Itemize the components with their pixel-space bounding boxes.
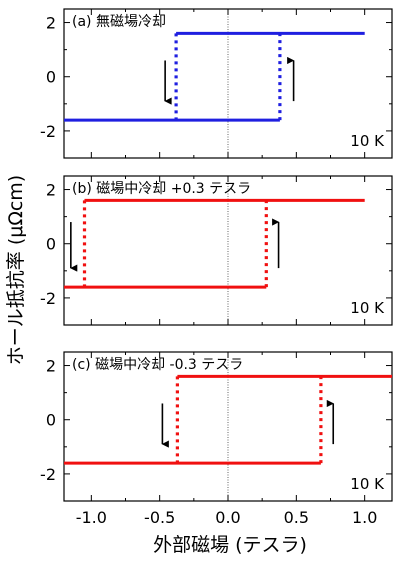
y-axis-title: ホール抵抗率 (μΩcm)	[5, 175, 27, 365]
plot-frame	[63, 175, 393, 326]
x-axis-title: 外部磁場 (テスラ)	[153, 534, 307, 556]
x-tick-label: -1.0	[76, 508, 107, 527]
panel-label: (a) 無磁場冷却	[72, 14, 166, 30]
x-tick-label: 1.0	[352, 508, 377, 527]
panel-1: -2 0 2 (a) 無磁場冷却 10 K	[40, 8, 393, 159]
temperature-label: 10 K	[350, 475, 385, 493]
panel-3: -2 0 2 -1.0 -0.5 0.0 0.5 1.0 (c) 磁場中冷却 -0.3 テスラ 1…	[40, 351, 393, 527]
x-tick-label: -0.5	[144, 508, 175, 527]
y-tick-label: 0	[46, 411, 56, 430]
plot-frame	[63, 8, 393, 159]
y-tick-label: 2	[46, 357, 56, 376]
panels-group: -2 0 2 (a) 無磁場冷却 10 K -2 0 2 (b) 磁場中冷却 +0.3 テスラ 1…	[40, 8, 393, 527]
y-tick-label: 0	[46, 235, 56, 254]
temperature-label: 10 K	[350, 132, 385, 150]
plot-frame	[63, 351, 393, 502]
panel-label: (b) 磁場中冷却 +0.3 テスラ	[72, 181, 251, 197]
y-tick-label: 2	[46, 181, 56, 200]
y-tick-label: 2	[46, 14, 56, 33]
y-tick-label: -2	[40, 465, 56, 484]
y-tick-label: -2	[40, 122, 56, 141]
x-tick-label: 0.5	[284, 508, 309, 527]
x-tick-label: 0.0	[215, 508, 240, 527]
y-tick-label: -2	[40, 289, 56, 308]
panel-2: -2 0 2 (b) 磁場中冷却 +0.3 テスラ 10 K	[40, 175, 393, 326]
panel-label: (c) 磁場中冷却 -0.3 テスラ	[72, 357, 243, 373]
y-tick-label: 0	[46, 68, 56, 87]
temperature-label: 10 K	[350, 299, 385, 317]
